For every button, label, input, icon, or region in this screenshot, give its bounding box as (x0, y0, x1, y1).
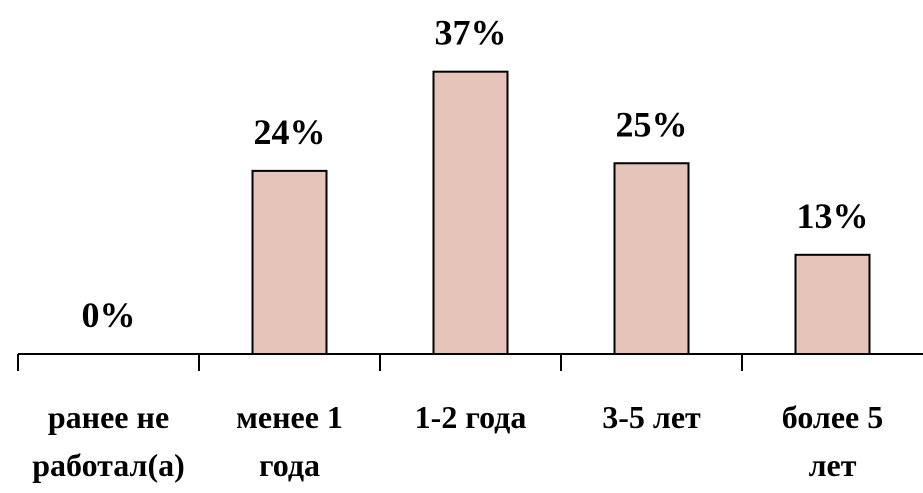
data-label: 0% (82, 295, 136, 335)
x-tick-label: ранее не (48, 399, 169, 435)
bar (432, 70, 509, 355)
x-tick-label: лет (809, 447, 857, 483)
bar (794, 253, 871, 355)
x-tick-label: года (259, 447, 320, 483)
value-labels-layer: 0% 24% 37% 25% 13% (82, 13, 869, 335)
x-axis (17, 353, 923, 371)
bar (251, 169, 328, 355)
x-tick-label: 3-5 лет (602, 399, 701, 435)
category-labels-layer: ранее не работал(а) менее 1 года 1-2 года 3-5… (32, 399, 883, 483)
x-tick-label: более 5 (782, 399, 884, 435)
data-label: 13% (797, 196, 869, 236)
x-tick-label: работал(а) (32, 447, 185, 483)
bar (613, 162, 690, 355)
bars-layer (251, 70, 871, 355)
data-label: 25% (616, 104, 688, 144)
x-tick-label: 1-2 года (415, 399, 527, 435)
data-label: 37% (435, 13, 507, 53)
x-tick-label: менее 1 (236, 399, 343, 435)
data-label: 24% (254, 112, 326, 152)
